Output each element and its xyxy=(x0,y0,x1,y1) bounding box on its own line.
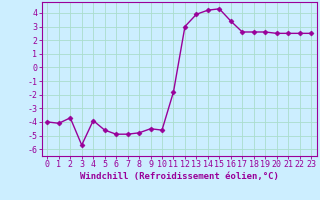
X-axis label: Windchill (Refroidissement éolien,°C): Windchill (Refroidissement éolien,°C) xyxy=(80,172,279,181)
